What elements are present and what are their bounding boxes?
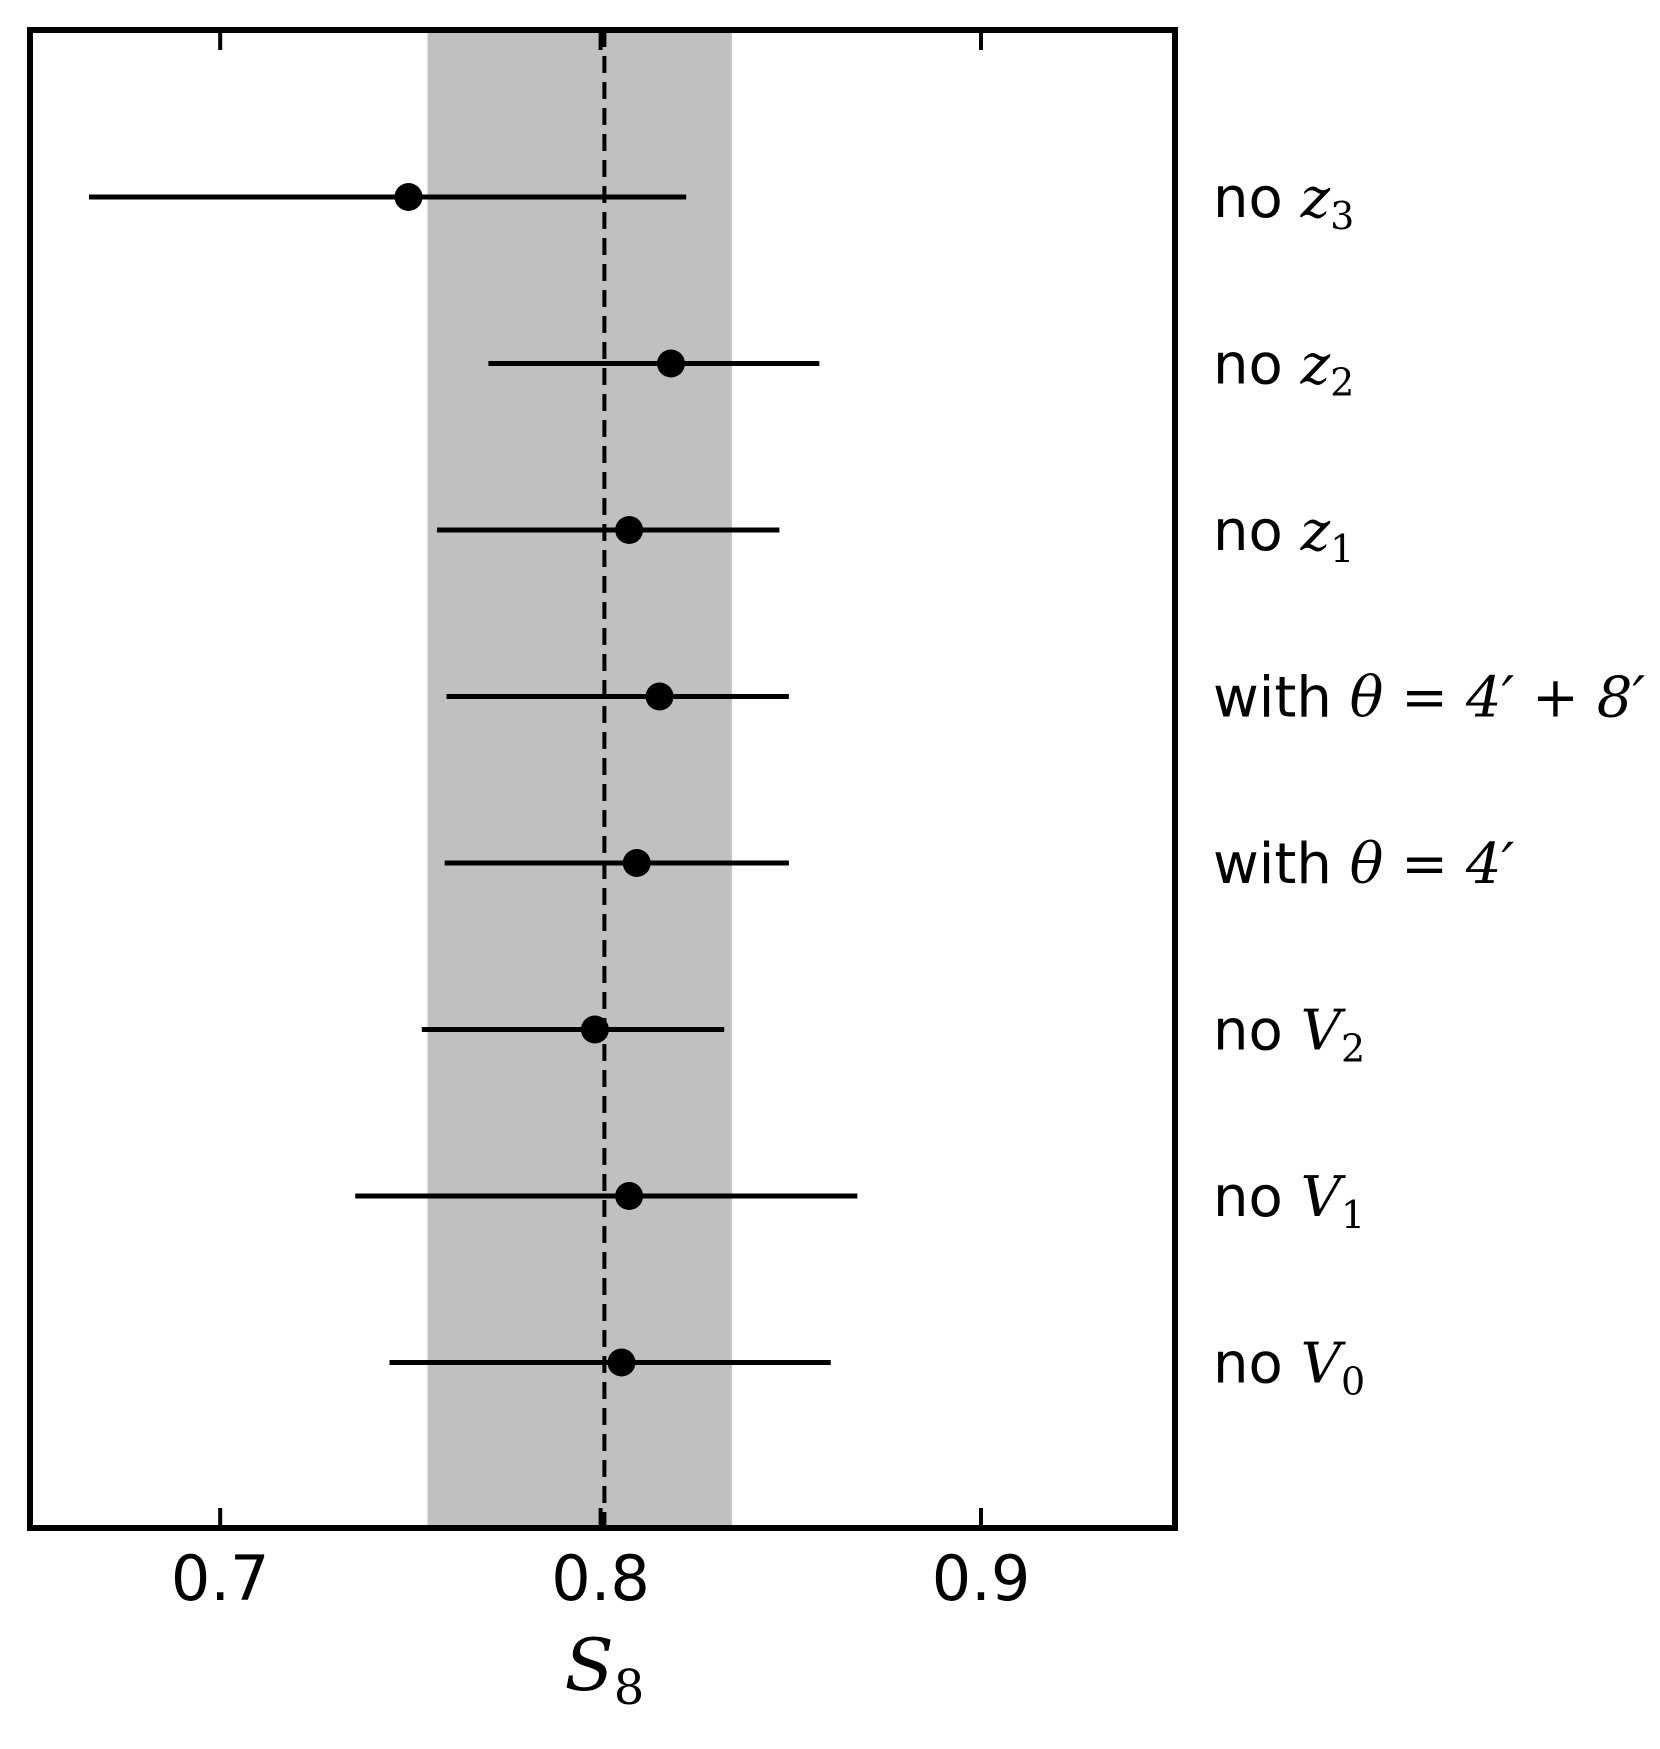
row-label-prefix: no (1213, 1165, 1301, 1230)
row-label-math: V (1301, 1332, 1347, 1397)
row-label-subscript: 0 (1341, 1360, 1365, 1404)
data-point (580, 1015, 609, 1044)
row-label-prefix: no (1213, 1332, 1301, 1397)
data-point (615, 1182, 644, 1210)
row-label-prefix: no (1213, 499, 1301, 564)
row-label: with θ = 4′ (1213, 832, 1514, 897)
data-point (622, 849, 651, 877)
x-axis-label: S8 (564, 1623, 644, 1716)
row-label-prefix: no (1213, 166, 1301, 231)
row-label-math: z (1300, 499, 1331, 564)
row-label: no V2 (1213, 999, 1365, 1071)
row-label-prefix: no (1213, 999, 1301, 1064)
row-label-math: z (1300, 166, 1331, 231)
data-point (645, 682, 674, 711)
reference-band (427, 30, 732, 1528)
row-label-subscript: 2 (1330, 361, 1354, 405)
x-ticks (218, 30, 983, 1528)
row-label-prefix: with (1213, 666, 1350, 731)
x-axis-label-sub: 8 (614, 1660, 645, 1716)
row-label-subscript: 1 (1330, 527, 1354, 571)
row-label: no V1 (1213, 1165, 1365, 1237)
x-tick-labels: 0.7 0.8 0.9 (171, 1542, 1030, 1615)
row-label-subscript: 2 (1341, 1027, 1365, 1071)
row-label-prefix: no (1213, 333, 1301, 398)
row-label-subscript: 1 (1341, 1193, 1365, 1237)
x-tick-label: 0.9 (932, 1542, 1031, 1615)
row-label-math: V (1301, 999, 1347, 1064)
row-label: no z2 (1213, 333, 1354, 405)
row-label-prefix: with (1213, 832, 1350, 897)
row-label-math: θ = 4′ + 8′ (1350, 666, 1646, 731)
row-label: with θ = 4′ + 8′ (1213, 666, 1645, 731)
row-label: no z1 (1213, 499, 1354, 571)
row-label-math: θ = 4′ (1350, 832, 1515, 897)
data-point (615, 516, 644, 544)
row-label-subscript: 3 (1330, 194, 1354, 238)
data-point (607, 1348, 636, 1377)
data-point (394, 183, 423, 211)
data-points (394, 183, 685, 1377)
row-label: no V0 (1213, 1332, 1365, 1404)
data-point (656, 349, 685, 378)
row-label: no z3 (1213, 166, 1354, 238)
x-axis-label-main: S (564, 1623, 613, 1707)
row-label-math: V (1301, 1165, 1347, 1230)
x-tick-label: 0.7 (171, 1542, 270, 1615)
x-tick-label: 0.8 (551, 1542, 650, 1615)
row-label-math: z (1300, 333, 1331, 398)
